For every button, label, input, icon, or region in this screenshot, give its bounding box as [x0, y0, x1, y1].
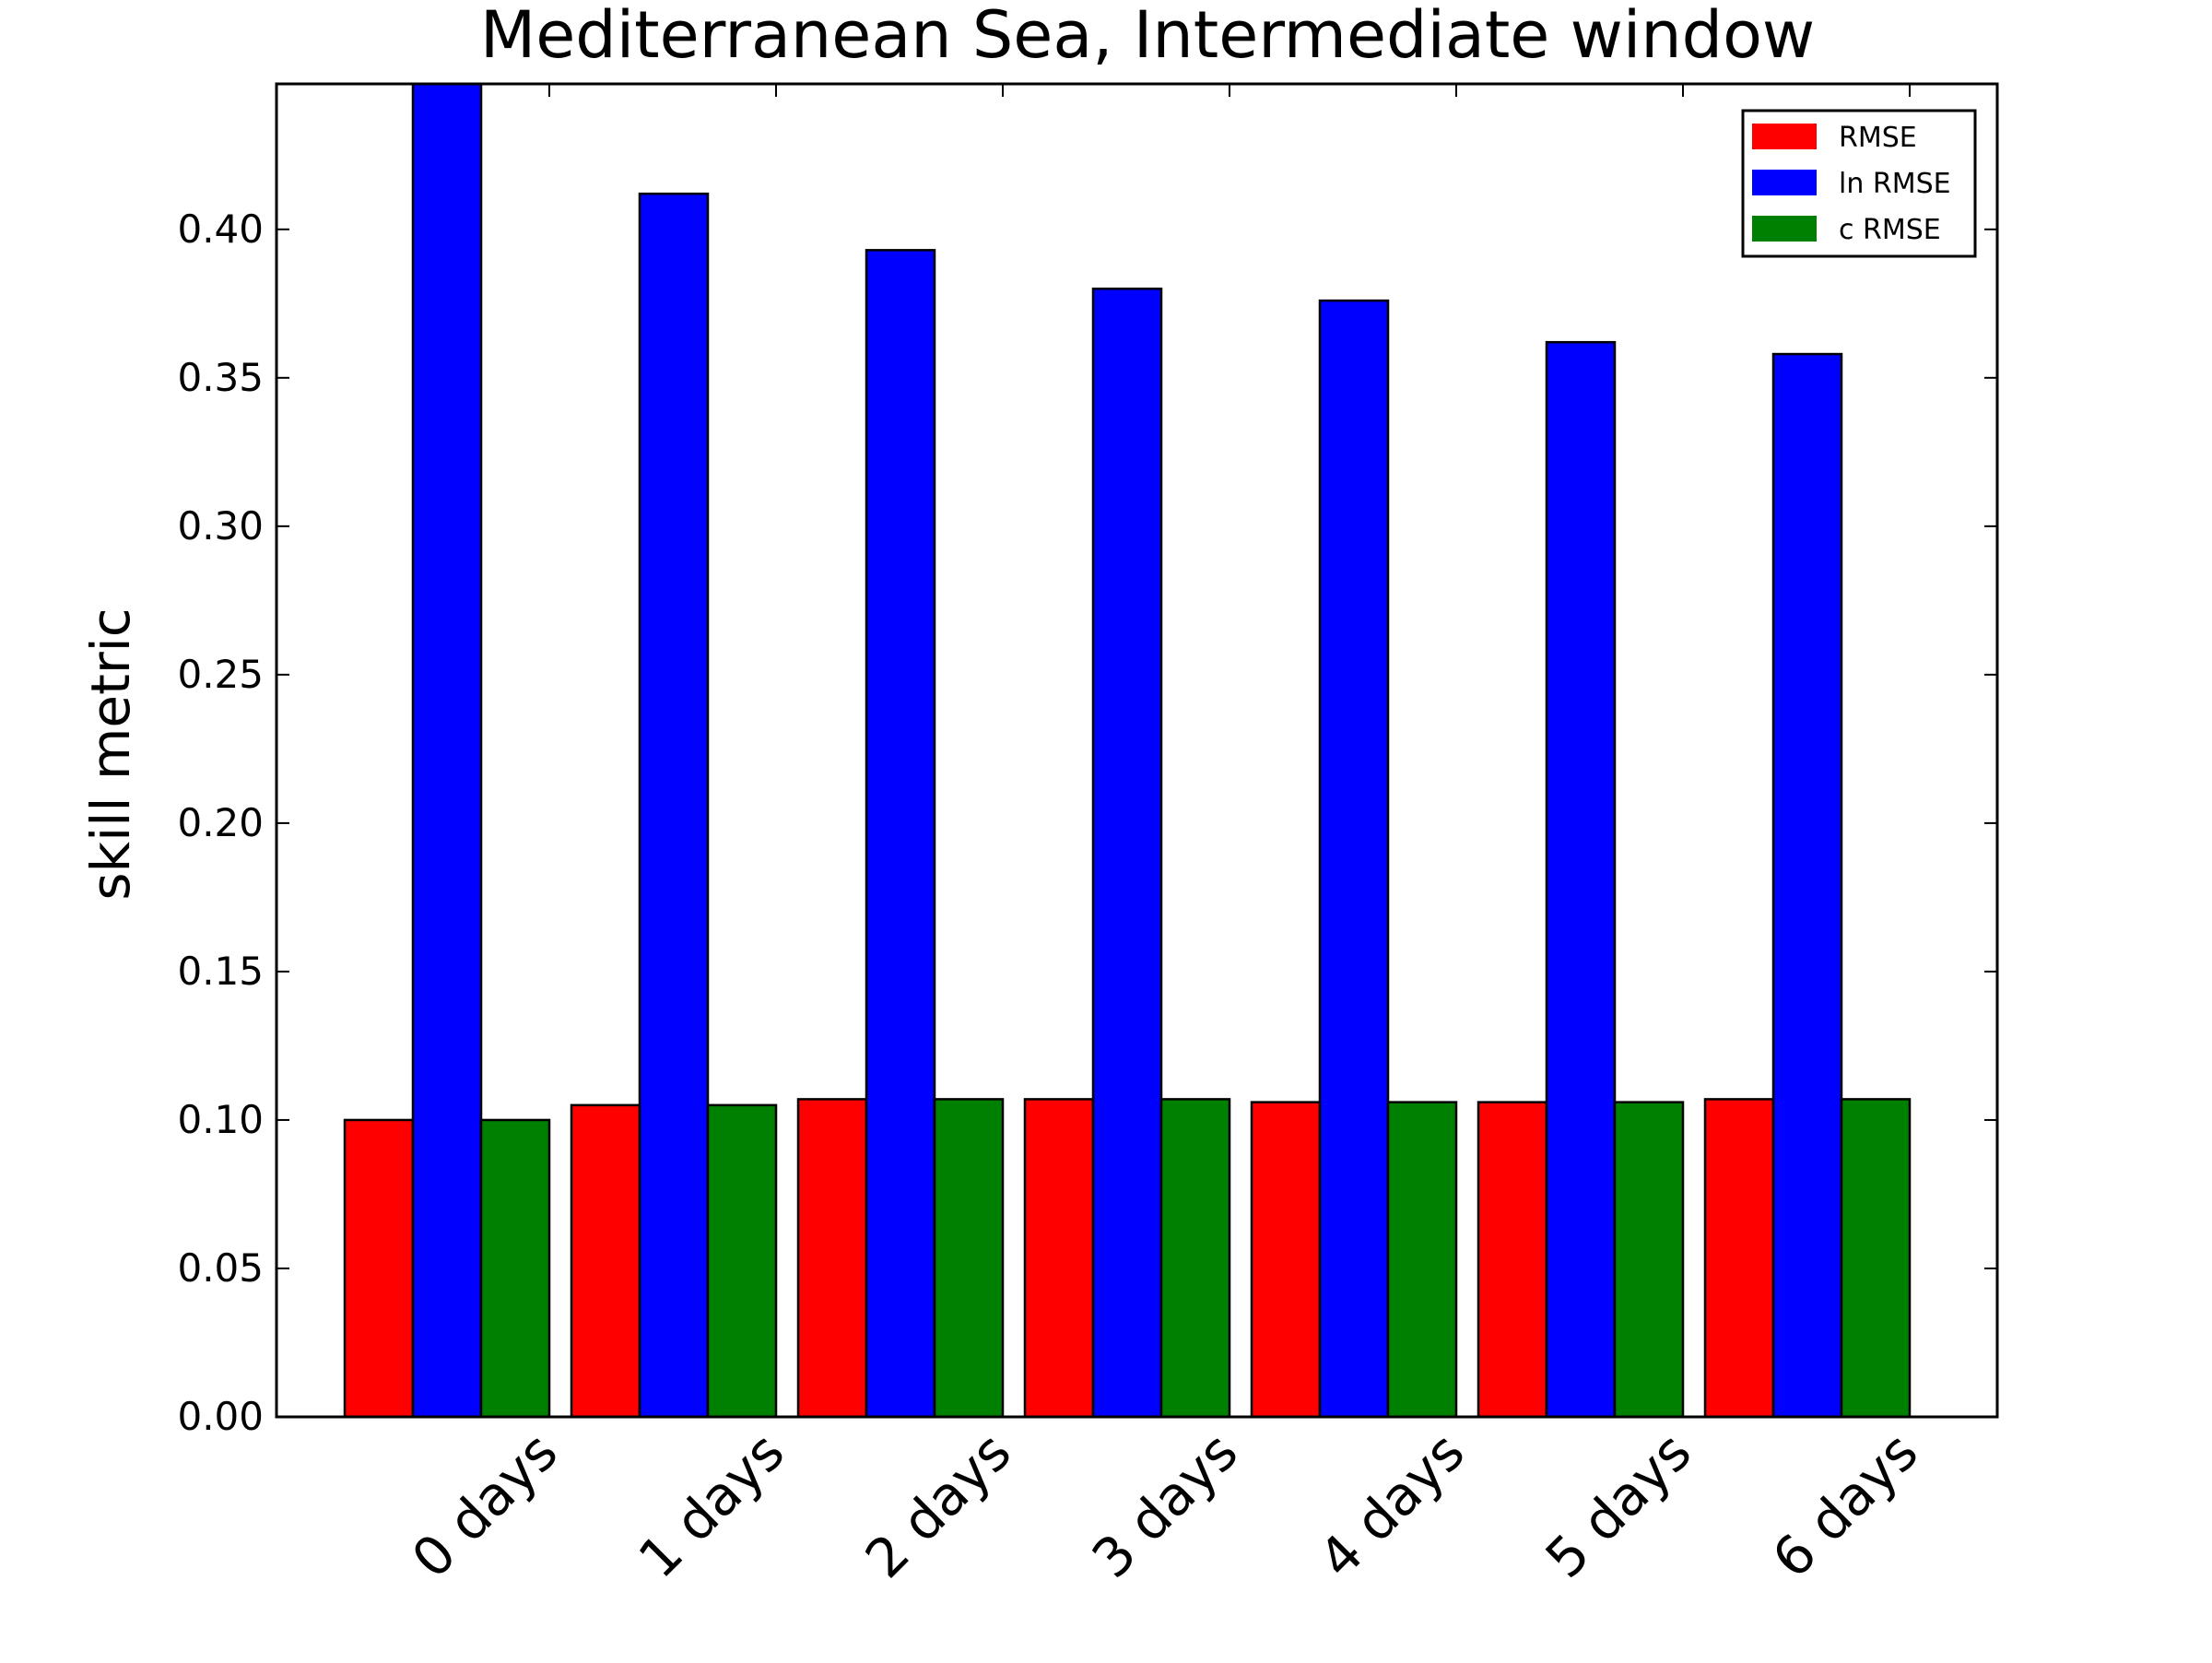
bar-ln-rmse-6 — [1771, 352, 1843, 1419]
y-tick-label: 0.25 — [177, 652, 264, 697]
legend-label-c-rmse: c RMSE — [1839, 214, 1941, 246]
bar-c-rmse-1 — [706, 1103, 778, 1419]
bar-ln-rmse-4 — [1318, 299, 1390, 1419]
bar-c-rmse-3 — [1159, 1098, 1231, 1419]
bar-ln-rmse-0 — [411, 82, 483, 1419]
bar-ln-rmse-2 — [865, 249, 936, 1419]
bar-c-rmse-6 — [1840, 1098, 1912, 1419]
bar-rmse-6 — [1703, 1098, 1775, 1419]
y-tick-label: 0.00 — [177, 1394, 264, 1439]
bar-c-rmse-5 — [1613, 1101, 1685, 1419]
bar-c-rmse-0 — [479, 1118, 551, 1419]
legend-swatch-ln-rmse — [1752, 170, 1817, 195]
x-tick-label: 2 days — [853, 1421, 1023, 1590]
x-tick-label: 6 days — [1760, 1421, 1930, 1590]
bar-rmse-5 — [1477, 1101, 1548, 1419]
x-tick-label: 3 days — [1080, 1421, 1250, 1590]
bar-c-rmse-4 — [1386, 1101, 1458, 1419]
bar-ln-rmse-3 — [1091, 287, 1163, 1419]
y-tick-label: 0.10 — [177, 1097, 264, 1142]
bar-rmse-4 — [1250, 1101, 1322, 1419]
bar-rmse-1 — [570, 1103, 641, 1419]
y-axis-label: skill metric — [79, 607, 142, 900]
bar-rmse-3 — [1023, 1098, 1095, 1419]
bar-rmse-2 — [796, 1098, 868, 1419]
y-tick-label: 0.05 — [177, 1245, 264, 1291]
legend-label-rmse: RMSE — [1839, 122, 1917, 154]
bar-ln-rmse-5 — [1545, 340, 1617, 1419]
bar-rmse-0 — [343, 1118, 415, 1419]
legend-swatch-c-rmse — [1752, 216, 1817, 242]
y-tick-label: 0.30 — [177, 503, 264, 548]
bars-layer — [343, 82, 1912, 1419]
y-tick-label: 0.35 — [177, 355, 264, 400]
y-tick-label: 0.40 — [177, 206, 264, 252]
y-axis: 0.00 0.05 0.10 0.15 0.20 0.25 0.30 0.35 0.40 — [177, 206, 1997, 1439]
y-tick-label: 0.15 — [177, 949, 264, 994]
legend: RMSE ln RMSE c RMSE — [1741, 109, 1977, 258]
y-tick-label: 0.20 — [177, 800, 264, 845]
legend-label-ln-rmse: ln RMSE — [1839, 168, 1951, 200]
chart-title: Mediterranean Sea, Intermediate window — [480, 0, 1815, 73]
x-tick-label: 1 days — [627, 1421, 796, 1590]
plot-frame — [275, 82, 1999, 1419]
bar-ln-rmse-1 — [638, 192, 710, 1419]
x-tick-label: 0 days — [400, 1421, 570, 1590]
legend-swatch-rmse — [1752, 124, 1817, 149]
x-tick-label: 5 days — [1534, 1421, 1703, 1590]
bar-c-rmse-2 — [933, 1098, 1005, 1419]
x-tick-label: 4 days — [1307, 1421, 1477, 1590]
